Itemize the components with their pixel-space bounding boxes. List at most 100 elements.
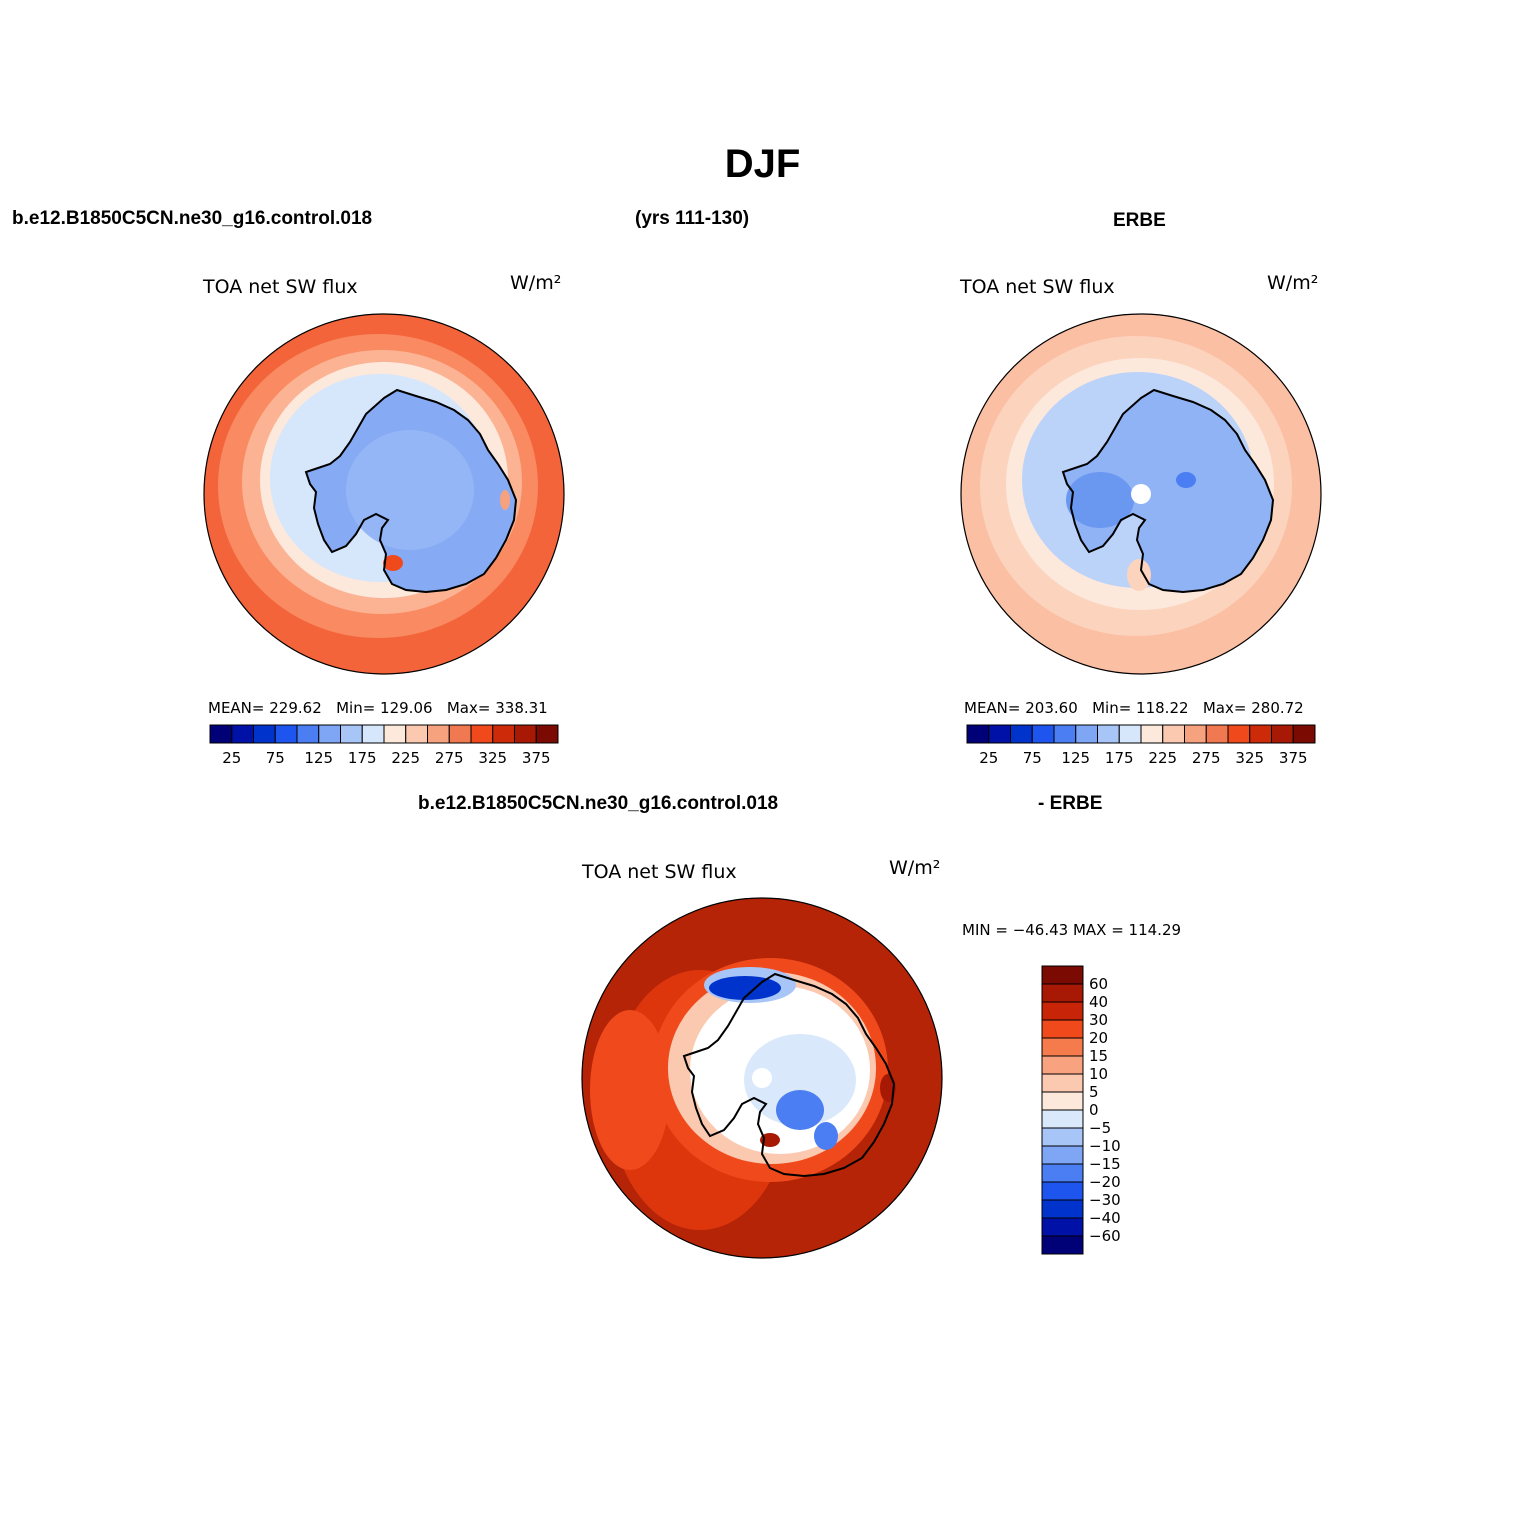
obs-map	[961, 314, 1321, 674]
colorbar-tick-label: 25	[979, 749, 999, 767]
panel3-units: W/m²	[889, 857, 941, 879]
colorbar-swatch	[448, 724, 472, 744]
colorbar-swatch	[427, 724, 450, 744]
colorbar-tick-label: 0	[1089, 1101, 1099, 1119]
colorbar-tick-label: 75	[265, 749, 285, 767]
colorbar-swatch	[274, 724, 298, 744]
colorbar-swatch	[1041, 1235, 1084, 1255]
colorbar-swatch	[988, 724, 1011, 744]
colorbar-swatch	[1041, 1037, 1084, 1057]
min-value: 118.22	[1136, 699, 1189, 717]
colorbar-swatch	[1041, 1019, 1084, 1039]
panel2-stats: MEAN= 203.60 Min= 118.22 Max= 280.72	[964, 699, 1304, 717]
colorbar-tick-label: 5	[1089, 1083, 1099, 1101]
panel1-variable: TOA net SW flux	[203, 276, 358, 298]
colorbar-swatch	[1041, 983, 1084, 1003]
colorbar-swatch	[1010, 724, 1033, 744]
colorbar-swatch	[1041, 1055, 1084, 1075]
max-label: Max=	[1202, 699, 1247, 717]
contour-band	[1176, 472, 1196, 488]
colorbar-tick-label: −40	[1089, 1209, 1121, 1227]
colorbar-swatch	[966, 724, 990, 744]
colorbar-swatch	[1140, 724, 1164, 744]
colorbar-swatch	[1041, 1001, 1084, 1021]
max-value: 280.72	[1251, 699, 1304, 717]
colorbar-swatch	[361, 724, 385, 744]
colorbar-tick-label: −20	[1089, 1173, 1121, 1191]
colorbar-swatch	[1184, 724, 1207, 744]
colorbar-swatch	[1041, 1181, 1084, 1201]
colorbar-swatch	[1097, 724, 1120, 744]
colorbar-swatch	[492, 724, 515, 744]
contour-band	[760, 1133, 780, 1147]
diff-case-name: b.e12.B1850C5CN.ne30_g16.control.018	[418, 793, 779, 814]
colorbar-swatch	[1053, 724, 1077, 744]
colorbar-swatch	[1041, 1109, 1084, 1129]
min-label: Min=	[1092, 699, 1132, 717]
colorbar-tick-label: −15	[1089, 1155, 1121, 1173]
colorbar-swatch	[340, 724, 363, 744]
colorbar2	[966, 724, 1316, 744]
panel3-variable: TOA net SW flux	[582, 861, 737, 883]
colorbar-tick-label: 125	[1061, 749, 1091, 767]
colorbar-tick-label: 125	[304, 749, 334, 767]
obs-name: ERBE	[1113, 210, 1166, 231]
colorbar-tick-label: 325	[1235, 749, 1265, 767]
panel1-stats: MEAN= 229.62 Min= 129.06 Max= 338.31	[208, 699, 548, 717]
colorbar-swatch	[209, 724, 233, 744]
colorbar-swatch	[1041, 1217, 1084, 1237]
model-map	[204, 314, 564, 674]
colorbar-swatch	[1041, 1127, 1084, 1147]
colorbar-tick-label: 25	[222, 749, 242, 767]
colorbar-swatch	[1041, 1199, 1084, 1219]
colorbar-swatch	[318, 724, 341, 744]
contour-band	[744, 1034, 856, 1126]
panel2-units: W/m²	[1267, 272, 1319, 294]
contour-band	[776, 1090, 824, 1130]
mean-value: 229.62	[269, 699, 322, 717]
colorbar-swatch	[405, 724, 428, 744]
colorbar-tick-label: −10	[1089, 1137, 1121, 1155]
colorbar-tick-label: 275	[434, 749, 464, 767]
colorbar-tick-label: 30	[1089, 1011, 1109, 1029]
colorbar-tick-label: 275	[1191, 749, 1221, 767]
colorbar3	[1041, 965, 1084, 1255]
contour-band	[383, 555, 403, 571]
colorbar-swatch	[1205, 724, 1229, 744]
colorbar-swatch	[1118, 724, 1142, 744]
pole-missing-data	[1131, 484, 1151, 504]
colorbar-swatch	[1041, 1163, 1084, 1183]
min-value: 129.06	[380, 699, 433, 717]
colorbar-swatch	[1075, 724, 1098, 744]
colorbar-swatch	[253, 724, 276, 744]
colorbar-swatch	[1249, 724, 1272, 744]
colorbar-swatch	[1041, 1145, 1084, 1165]
colorbar-swatch	[1162, 724, 1185, 744]
colorbar-tick-label: 20	[1089, 1029, 1109, 1047]
contour-band	[500, 490, 510, 510]
mean-value: 203.60	[1025, 699, 1078, 717]
contour-band	[346, 430, 474, 550]
colorbar-tick-label: −60	[1089, 1227, 1121, 1245]
colorbar-tick-label: 175	[347, 749, 377, 767]
model-case-name: b.e12.B1850C5CN.ne30_g16.control.018	[12, 208, 373, 229]
map-border	[203, 313, 565, 675]
colorbar-swatch	[1041, 965, 1084, 985]
colorbar-swatch	[231, 724, 254, 744]
colorbar-tick-label: −30	[1089, 1191, 1121, 1209]
years-label: (yrs 111-130)	[635, 208, 750, 229]
diff-obs-name: - ERBE	[1038, 793, 1103, 814]
colorbar-tick-label: 15	[1089, 1047, 1109, 1065]
contour-band	[814, 1122, 838, 1150]
mean-label: MEAN=	[964, 699, 1021, 717]
colorbar-swatch	[1227, 724, 1251, 744]
colorbar-tick-label: 325	[478, 749, 508, 767]
max-label: Max=	[446, 699, 491, 717]
colorbar-swatch	[535, 724, 559, 744]
colorbar-swatch	[1041, 1091, 1084, 1111]
colorbar-swatch	[1041, 1073, 1084, 1093]
colorbar-tick-label: 375	[1278, 749, 1308, 767]
colorbar-tick-label: 375	[521, 749, 551, 767]
map-border	[581, 897, 943, 1259]
